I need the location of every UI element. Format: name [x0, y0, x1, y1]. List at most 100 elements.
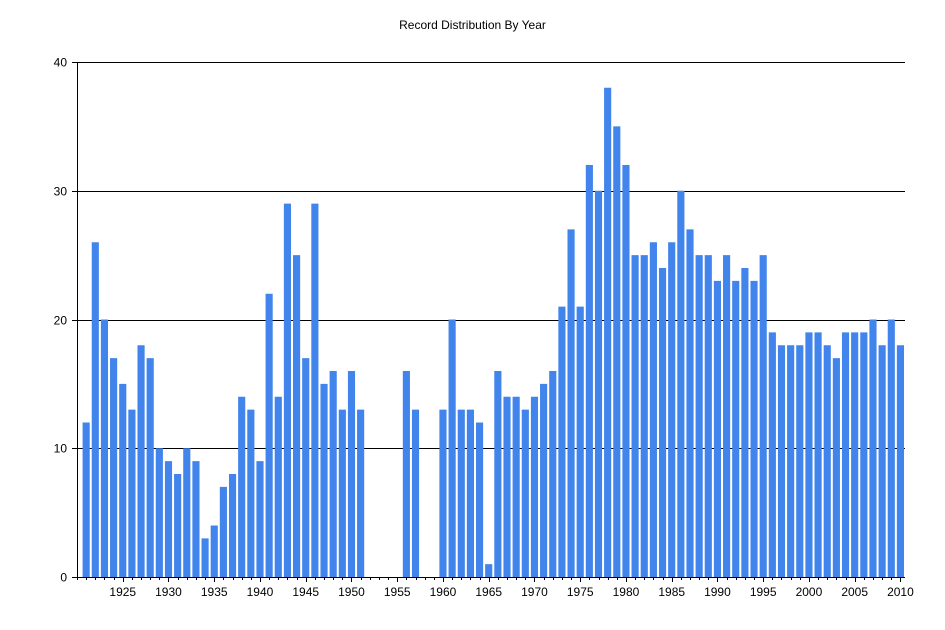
y-tick-label-0: 0 [60, 571, 67, 585]
x-tick-label-1935: 1935 [201, 585, 228, 599]
x-axis-ticks: 1925 1930 1935 1940 1945 1950 1955 1960 1965 1970… [77, 577, 914, 599]
bar-1997 [777, 345, 786, 577]
bar-1921 [82, 422, 90, 577]
bar-1974 [567, 229, 575, 578]
bar-1967 [503, 396, 511, 577]
bar-1976 [585, 165, 593, 577]
x-tick-label-1955: 1955 [384, 585, 411, 599]
bar-1979 [613, 126, 621, 578]
bar-1975 [576, 306, 584, 578]
x-tick-label-1970: 1970 [521, 585, 548, 599]
bar-1977 [594, 190, 603, 577]
bar-1956 [402, 371, 410, 577]
bar-1990 [713, 280, 722, 578]
bar-1951 [357, 409, 365, 578]
x-tick-label-2010: 2010 [887, 585, 914, 599]
x-tick-label-1995: 1995 [750, 585, 777, 599]
x-tick-label-1940: 1940 [247, 585, 274, 599]
x-tick-label-2000: 2000 [796, 585, 823, 599]
bar-2009 [887, 319, 895, 577]
bar-1922 [91, 242, 99, 577]
bar-2003 [832, 358, 840, 578]
y-tick-label-20: 20 [54, 314, 68, 328]
bar-1923 [100, 319, 109, 577]
gridlines [77, 62, 905, 449]
bar-2007 [869, 319, 877, 577]
x-tick-label-1980: 1980 [613, 585, 640, 599]
bar-2008 [878, 345, 886, 577]
bar-1960 [439, 409, 447, 578]
y-axis-ticks: 0 10 20 30 40 [54, 56, 77, 585]
bar-1971 [540, 383, 548, 578]
bar-1937 [228, 474, 237, 577]
x-tick-label-1985: 1985 [658, 585, 685, 599]
bar-1927 [137, 345, 145, 577]
x-tick-label-1965: 1965 [475, 585, 502, 599]
bar-1935 [210, 525, 218, 577]
bar-1946 [311, 203, 319, 578]
bar-1940 [256, 461, 264, 578]
bar-1973 [558, 306, 566, 578]
bar-2010 [896, 345, 904, 577]
bar-1970 [530, 396, 539, 577]
bar-1987 [686, 229, 694, 578]
bar-1934 [201, 538, 209, 578]
bar-1944 [293, 255, 301, 578]
bar-1942 [274, 396, 282, 577]
bar-2000 [805, 332, 813, 578]
bar-1931 [174, 474, 182, 577]
bar-1930 [164, 461, 173, 578]
bar-1994 [750, 280, 758, 578]
x-tick-label-2005: 2005 [841, 585, 868, 599]
y-tick-label-30: 30 [54, 185, 68, 199]
bar-1948 [329, 371, 337, 577]
bar-2001 [814, 332, 822, 578]
bar-1983 [649, 242, 657, 577]
bar-2002 [823, 345, 831, 577]
bar-2006 [860, 332, 868, 578]
bar-1981 [631, 255, 639, 578]
bar-1980 [622, 165, 630, 577]
bar-2004 [841, 332, 850, 578]
bars [82, 87, 904, 578]
bar-1925 [119, 383, 127, 578]
bar-1926 [128, 409, 136, 578]
bar-1993 [741, 268, 749, 577]
bar-1991 [723, 255, 731, 578]
bar-1999 [796, 345, 804, 577]
bar-1945 [302, 358, 310, 578]
bar-1992 [732, 280, 740, 578]
bar-1929 [155, 448, 163, 577]
bar-2005 [851, 332, 859, 578]
bar-1928 [146, 358, 154, 578]
bar-1933 [192, 461, 200, 578]
bar-1957 [411, 409, 420, 578]
bar-1964 [476, 422, 484, 577]
bar-1972 [549, 371, 557, 577]
bar-1984 [658, 268, 667, 577]
chart-title: Record Distribution By Year [399, 18, 546, 32]
bar-1978 [604, 87, 612, 577]
bar-1938 [238, 396, 246, 577]
bar-1965 [485, 564, 493, 578]
x-tick-label-1925: 1925 [109, 585, 136, 599]
bar-1932 [183, 448, 191, 577]
bar-1995 [759, 255, 767, 578]
bar-1969 [521, 409, 529, 578]
x-tick-label-1990: 1990 [704, 585, 731, 599]
bar-1924 [110, 358, 118, 578]
bar-1941 [265, 293, 273, 577]
x-tick-label-1950: 1950 [338, 585, 365, 599]
bar-1950 [347, 371, 356, 577]
bar-1943 [283, 203, 291, 578]
bar-1966 [494, 371, 502, 577]
bar-1949 [338, 409, 346, 578]
bar-1963 [466, 409, 474, 578]
bar-1982 [640, 255, 648, 578]
y-tick-label-10: 10 [54, 442, 68, 456]
bar-1936 [219, 486, 227, 578]
x-tick-label-1960: 1960 [430, 585, 457, 599]
bar-1961 [448, 319, 456, 577]
bar-1968 [512, 396, 520, 577]
